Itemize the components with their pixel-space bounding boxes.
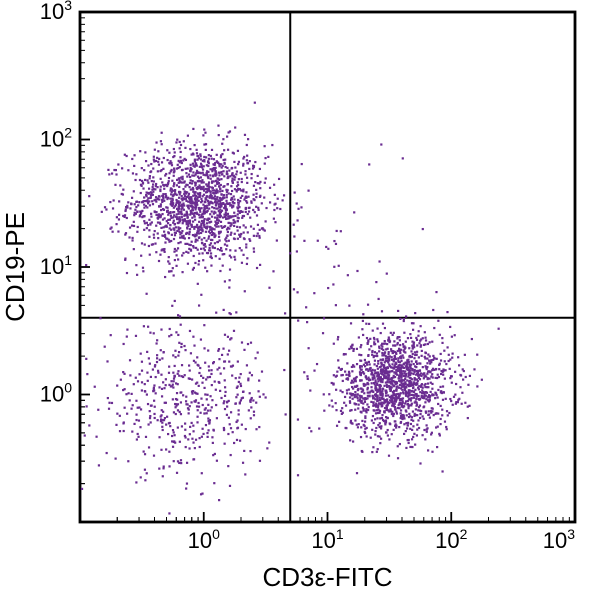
svg-text:103: 103 [543, 526, 575, 553]
x-axis-tick-labels: 100 101 102 103 [188, 526, 576, 553]
svg-text:102: 102 [435, 526, 467, 553]
plot-svg: 100 101 102 103 100 101 102 103 CD3ε-FITC CD19… [0, 0, 600, 599]
y-axis-ticks [80, 12, 90, 522]
svg-text:101: 101 [311, 526, 343, 553]
svg-text:102: 102 [40, 125, 72, 152]
x-axis-ticks [80, 512, 575, 522]
plot-border [80, 12, 575, 522]
svg-text:103: 103 [40, 0, 72, 24]
svg-text:100: 100 [188, 526, 220, 553]
flow-cytometry-scatter-plot: 100 101 102 103 100 101 102 103 CD3ε-FITC CD19… [0, 0, 600, 599]
y-axis-tick-labels: 100 101 102 103 [40, 0, 72, 407]
x-axis-label: CD3ε-FITC [262, 562, 392, 592]
svg-text:101: 101 [40, 252, 72, 279]
svg-text:100: 100 [40, 380, 72, 407]
y-axis-label: CD19-PE [0, 212, 30, 322]
